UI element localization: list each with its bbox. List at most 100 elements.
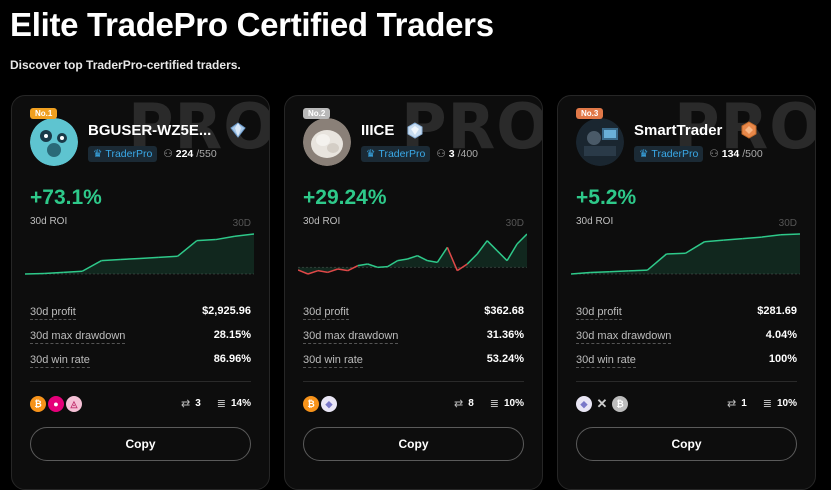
sparkline-segment (436, 246, 448, 263)
trader-name[interactable]: SmartTrader (634, 122, 723, 139)
database-icon: ≣ (216, 398, 226, 410)
diamond-rank-icon (230, 122, 246, 138)
arrows-icon: ⇄ (180, 398, 191, 410)
copy-count: 1 (741, 398, 747, 409)
trader-card[interactable]: PRO No.1 BGUSER-WZ5E... ♛ TraderPro ⚇ 22… (11, 95, 270, 490)
sparkline-segment (723, 237, 743, 241)
stat-label: 30d profit (30, 306, 76, 320)
sparkline-segment (516, 233, 527, 245)
sparkline-segment (234, 233, 254, 237)
copy-stats: ⇄ 3 ≣ 14% (181, 397, 251, 410)
copy-count: 3 (195, 398, 201, 409)
users-icon: ⚇ (436, 148, 446, 160)
x-icon: ✕ (596, 396, 608, 411)
arrows-icon: ⇄ (453, 398, 464, 410)
sparkline-segment (377, 265, 388, 269)
traderpro-badge: ♛ TraderPro (88, 146, 158, 162)
sparkline-segment (417, 254, 428, 262)
trader-name[interactable]: IIICE (361, 122, 395, 139)
sparkline-segment (307, 269, 319, 275)
share-percent: 10% (503, 398, 524, 409)
stat-value: 53.24% (486, 353, 524, 365)
trader-name[interactable]: BGUSER-WZ5E... (88, 122, 212, 139)
stat-row: 30d max drawdown 4.04% (576, 329, 797, 344)
rank-badge: No.2 (303, 108, 331, 119)
sparkline-segment (456, 263, 468, 272)
stat-value: 31.36% (486, 329, 524, 341)
sparkline-segment (466, 253, 478, 265)
sparkline-segment (367, 263, 378, 269)
stat-value: $362.68 (484, 305, 524, 317)
roi-sparkline (571, 233, 800, 275)
stat-value: $2,925.96 (202, 305, 251, 317)
roi-value: +29.24% (303, 186, 387, 209)
grey-token-icon: ₿ (612, 396, 628, 412)
sparkline-segment (407, 254, 418, 260)
sparkline-segment (101, 258, 121, 262)
stat-row: 30d profit $362.68 (303, 305, 524, 320)
copy-button[interactable]: Copy (303, 427, 524, 461)
rank-badge: No.3 (576, 108, 604, 119)
bitcoin-icon: ₿ (303, 396, 319, 412)
copy-stats: ⇄ 8 ≣ 10% (454, 397, 524, 410)
stat-label: 30d max drawdown (303, 330, 399, 344)
ethereum-icon: ◆ (576, 396, 592, 412)
avatar[interactable] (30, 118, 78, 166)
traderpro-badge: ♛ TraderPro (634, 146, 704, 162)
stat-value: 4.04% (765, 329, 797, 341)
crown-icon: ♛ (639, 148, 649, 160)
copy-button[interactable]: Copy (576, 427, 797, 461)
followers-count: ⚇ 3/400 (436, 148, 479, 160)
divider (576, 381, 797, 382)
sparkline-segment (427, 259, 438, 264)
followers-count: ⚇ 224/550 (163, 148, 217, 160)
stat-row: 30d win rate 86.96% (30, 353, 251, 368)
bronze-rank-icon (741, 121, 757, 139)
avatar[interactable] (576, 118, 624, 166)
trader-card[interactable]: PRO No.3 SmartTrader ♛ TraderPro ⚇ 134/5… (557, 95, 816, 490)
pink-token-icon: ◬ (66, 396, 82, 412)
polkadot-icon: ● (48, 396, 64, 412)
stat-value: 28.15% (213, 329, 251, 341)
followers-count: ⚇ 134/500 (709, 148, 763, 160)
sparkline-segment (397, 258, 408, 262)
trader-card[interactable]: PRO No.2 IIICE ♛ TraderPro ⚇ 3/400 +29.2… (284, 95, 543, 490)
roi-label: 30d ROI (303, 216, 341, 227)
sparkline-segment (780, 233, 800, 236)
roi-sparkline (25, 233, 254, 275)
coin-list: ₿ ● ◬ (30, 396, 82, 412)
sparkline-segment (177, 240, 198, 257)
roi-value: +5.2% (576, 186, 637, 209)
page-title: Elite TradePro Certified Traders (10, 6, 494, 43)
copy-stats: ⇄ 1 ≣ 10% (727, 397, 797, 410)
sparkline-segment (628, 269, 648, 272)
sparkline-area (25, 234, 254, 274)
stat-label: 30d win rate (303, 354, 363, 368)
divider (303, 381, 524, 382)
sparkline-segment (685, 241, 705, 254)
bitcoin-icon: ₿ (30, 396, 46, 412)
period-label: 30D (505, 218, 524, 229)
page-subtitle: Discover top TraderPro-certified traders… (10, 58, 241, 72)
avatar[interactable] (303, 118, 351, 166)
sparkline-segment (387, 260, 398, 268)
stat-row: 30d profit $2,925.96 (30, 305, 251, 320)
crown-icon: ♛ (366, 148, 376, 160)
users-icon: ⚇ (163, 148, 173, 160)
sparkline-segment (327, 268, 339, 274)
period-label: 30D (778, 218, 797, 229)
stat-label: 30d max drawdown (576, 330, 672, 344)
sparkline-segment (506, 243, 518, 262)
stat-row: 30d max drawdown 28.15% (30, 329, 251, 344)
stat-value: 100% (768, 353, 797, 365)
sparkline-area (298, 234, 527, 274)
arrows-icon: ⇄ (726, 398, 737, 410)
sparkline-segment (646, 253, 667, 271)
sparkline-segment (120, 257, 140, 261)
sparkline-segment (666, 252, 686, 255)
copy-button[interactable]: Copy (30, 427, 251, 461)
sparkline-segment (571, 271, 591, 275)
sparkline-segment (590, 270, 610, 274)
stat-label: 30d win rate (576, 354, 636, 368)
stat-label: 30d profit (303, 306, 349, 320)
